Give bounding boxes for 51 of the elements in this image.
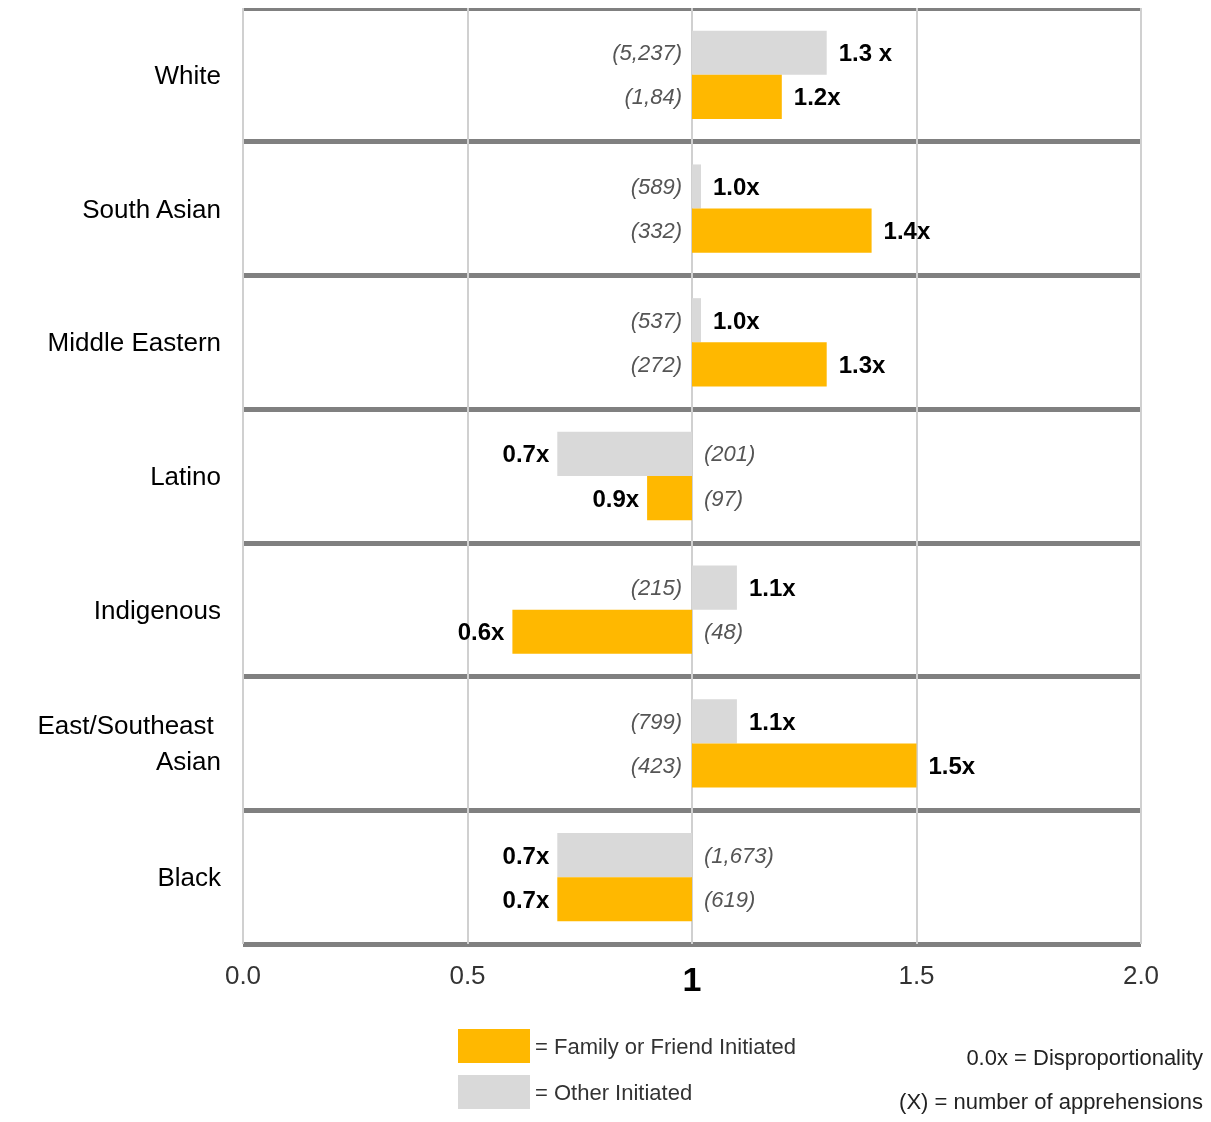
annotation: (1,84) bbox=[624, 84, 682, 110]
bar bbox=[692, 74, 782, 119]
annotation: 1.3x bbox=[838, 350, 887, 378]
annotation: (97) bbox=[704, 485, 744, 511]
bar bbox=[692, 743, 917, 788]
y-tick-label: Black bbox=[157, 862, 222, 893]
annotation: 0.7x bbox=[502, 885, 550, 913]
annotation: 1.1x bbox=[748, 574, 797, 602]
annotation: 1.5x bbox=[928, 751, 976, 779]
y-tick-label: South Asian bbox=[82, 193, 221, 224]
annotation: (48) bbox=[704, 619, 744, 645]
x-tick-label: 1.5 bbox=[898, 960, 935, 990]
y-tick-label: Latino bbox=[150, 461, 221, 491]
bar bbox=[692, 208, 872, 253]
annotation: 1.3 x bbox=[838, 39, 893, 67]
y-tick-label: Indigenous bbox=[93, 594, 221, 625]
text: (X) = number of apprehensions bbox=[899, 1088, 1204, 1114]
annotation: 0.7x bbox=[502, 440, 550, 468]
annotation: (272) bbox=[630, 351, 682, 377]
bar bbox=[512, 609, 692, 654]
legend-label: = Family or Friend Initiated bbox=[535, 1033, 797, 1059]
annotation: (201) bbox=[704, 441, 756, 467]
annotation: (5,237) bbox=[612, 40, 682, 66]
annotation: (537) bbox=[630, 307, 682, 333]
annotation: (215) bbox=[630, 575, 682, 601]
x-tick-label: 2.0 bbox=[1122, 960, 1160, 990]
annotation: 1.0x bbox=[712, 306, 761, 334]
y-tick-label: Middle Eastern bbox=[47, 327, 221, 358]
x-tick-label: 0.5 bbox=[449, 960, 486, 990]
annotation: 1.2x bbox=[793, 83, 842, 111]
x-tick-label: 1 bbox=[682, 960, 702, 998]
annotation: (799) bbox=[630, 708, 682, 734]
x-tick-label: 0.0 bbox=[224, 960, 262, 990]
annotation: 0.6x bbox=[457, 618, 506, 646]
annotation: 1.4x bbox=[883, 217, 931, 245]
annotation: 0.7x bbox=[502, 841, 550, 869]
annotation: (589) bbox=[630, 174, 682, 200]
annotation: 1.0x bbox=[712, 173, 761, 201]
bar bbox=[647, 476, 692, 521]
y-tick-label: East/Southeast Asian bbox=[37, 710, 221, 777]
y-tick-label: White bbox=[154, 59, 221, 90]
text: 0.0x = Disproportionality bbox=[966, 1044, 1204, 1070]
annotation: (332) bbox=[630, 218, 682, 244]
bar bbox=[692, 342, 827, 387]
annotation: (1,673) bbox=[704, 842, 774, 868]
bar bbox=[557, 877, 692, 922]
legend-label: = Other Initiated bbox=[535, 1079, 693, 1105]
annotation: (423) bbox=[630, 752, 682, 778]
annotation: 1.1x bbox=[748, 707, 797, 735]
annotation: (619) bbox=[704, 886, 756, 912]
annotation: 0.9x bbox=[592, 484, 640, 512]
